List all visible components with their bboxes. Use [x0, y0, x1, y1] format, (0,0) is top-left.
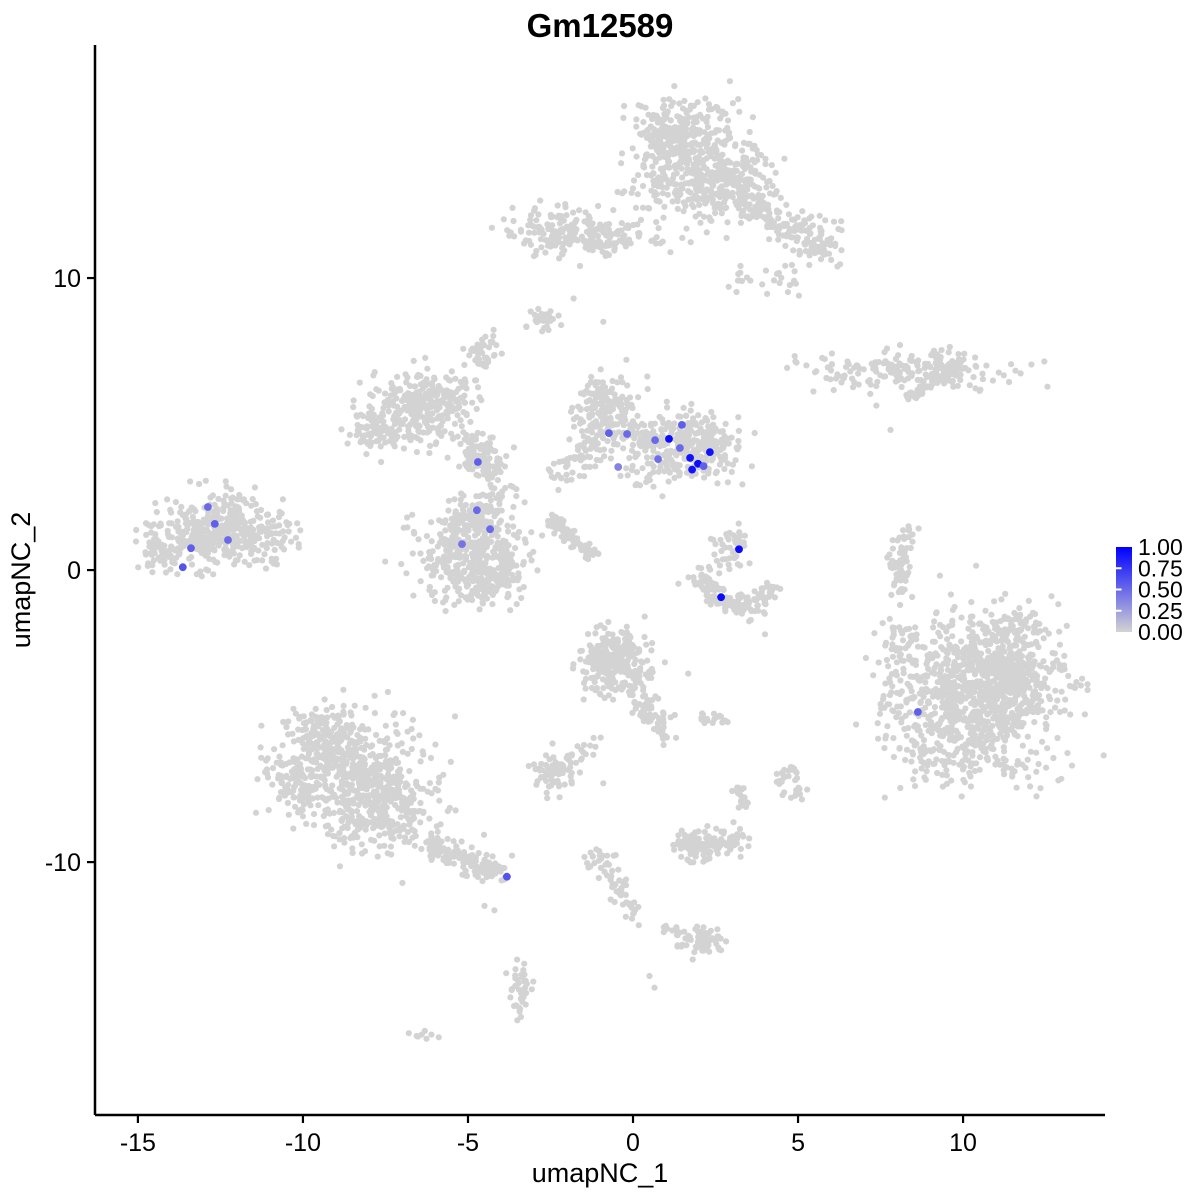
legend-labels: 1.000.750.500.250.00 — [1138, 534, 1183, 645]
y-axis-ticks: -10 0 10 — [45, 265, 95, 877]
x-tick-label: 5 — [791, 1129, 805, 1157]
legend-value-label: 1.00 — [1138, 534, 1183, 560]
legend-ticks — [1116, 567, 1122, 612]
x-tick-label: -10 — [285, 1129, 321, 1157]
expression-legend: 1.000.750.500.250.00 — [1116, 534, 1183, 645]
legend-value-label: 0.50 — [1138, 577, 1183, 603]
x-tick-label: -5 — [457, 1129, 479, 1157]
axes: -15 -10 -5 0 5 10 -10 0 10 umapNC_1 umapNC_2 — [6, 45, 1105, 1188]
x-tick-label: 10 — [949, 1129, 977, 1157]
expressing-cells-layer — [178, 421, 922, 881]
background-cells-layer — [132, 78, 1107, 1042]
y-tick-label: -10 — [45, 849, 81, 877]
legend-value-label: 0.00 — [1138, 619, 1183, 645]
y-tick-label: 10 — [53, 265, 81, 293]
x-axis-ticks: -15 -10 -5 0 5 10 — [120, 1115, 977, 1157]
legend-value-label: 0.75 — [1138, 555, 1183, 581]
legend-value-label: 0.25 — [1138, 598, 1183, 624]
x-tick-label: -15 — [120, 1129, 156, 1157]
x-axis-title: umapNC_1 — [532, 1158, 669, 1188]
y-axis-title: umapNC_2 — [6, 512, 36, 649]
plot-title: Gm12589 — [527, 7, 674, 44]
x-tick-label: 0 — [626, 1129, 640, 1157]
y-tick-label: 0 — [67, 557, 81, 585]
